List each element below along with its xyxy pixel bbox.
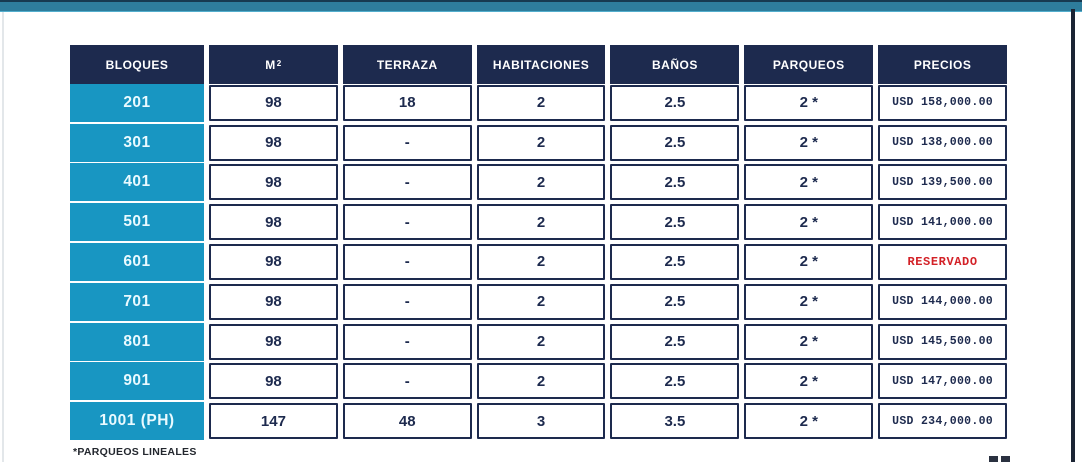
cell-precio: USD 139,500.00 [878, 164, 1007, 201]
cell-parqueos: 2 * [744, 84, 874, 121]
cell-bloque: 501 [70, 203, 204, 242]
cell-bloque: 1001 (PH) [70, 402, 204, 441]
cell-habitaciones: 2 [476, 363, 606, 400]
cell-precio: USD 147,000.00 [878, 363, 1007, 400]
cell-bloque: 701 [70, 282, 204, 321]
cell-habitaciones: 2 [476, 323, 606, 360]
cell-bloque: 801 [70, 322, 204, 361]
cell-habitaciones: 2 [476, 243, 606, 280]
cell-bloque: 901 [70, 362, 204, 401]
cell-m2: 98 [209, 243, 338, 280]
cell-habitaciones: 2 [476, 164, 606, 201]
cell-parqueos: 2 * [744, 124, 874, 161]
cell-precio-reservado: RESERVADO [878, 243, 1007, 280]
cell-terraza: 48 [342, 403, 472, 440]
cell-m2: 147 [209, 403, 338, 440]
cell-precio: USD 158,000.00 [878, 84, 1007, 121]
cell-habitaciones: 3 [476, 403, 606, 440]
column-header-bloques: BLOQUES [70, 45, 204, 84]
cell-banos: 2.5 [610, 164, 740, 201]
cell-banos: 3.5 [610, 403, 740, 440]
cell-habitaciones: 2 [476, 204, 606, 241]
cell-terraza: - [342, 363, 472, 400]
cell-parqueos: 2 * [744, 403, 874, 440]
cell-m2: 98 [209, 84, 338, 121]
cell-habitaciones: 2 [476, 124, 606, 161]
cell-m2: 98 [209, 363, 338, 400]
cell-banos: 2.5 [610, 363, 740, 400]
cell-m2: 98 [209, 164, 338, 201]
column-header-habitaciones: HABITACIONES [476, 45, 606, 84]
cell-precio: USD 234,000.00 [878, 403, 1007, 440]
cell-bloque: 201 [70, 83, 204, 122]
cell-terraza: - [342, 283, 472, 320]
top-accent-bar [0, 0, 1082, 12]
cell-banos: 2.5 [610, 204, 740, 241]
cell-precio: USD 145,500.00 [878, 323, 1007, 360]
right-edge-line [1071, 9, 1075, 462]
cell-m2: 98 [209, 283, 338, 320]
cell-m2: 98 [209, 323, 338, 360]
cell-banos: 2.5 [610, 243, 740, 280]
cell-banos: 2.5 [610, 323, 740, 360]
footnote: *PARQUEOS LINEALES [73, 446, 197, 458]
cell-terraza: - [342, 243, 472, 280]
left-edge-line [2, 12, 4, 462]
cell-terraza: - [342, 164, 472, 201]
column-header-parqueos: PARQUEOS [744, 45, 874, 84]
cell-bloque: 301 [70, 123, 204, 162]
cell-banos: 2.5 [610, 283, 740, 320]
cell-terraza: 18 [342, 84, 472, 121]
cell-terraza: - [342, 124, 472, 161]
cell-parqueos: 2 * [744, 243, 874, 280]
cell-habitaciones: 2 [476, 283, 606, 320]
cell-precio: USD 144,000.00 [878, 283, 1007, 320]
cell-banos: 2.5 [610, 124, 740, 161]
cell-terraza: - [342, 204, 472, 241]
cell-banos: 2.5 [610, 84, 740, 121]
cell-bloque: 401 [70, 163, 204, 202]
cell-parqueos: 2 * [744, 164, 874, 201]
column-header-terraza: TERRAZA [342, 45, 472, 84]
cell-habitaciones: 2 [476, 84, 606, 121]
cell-parqueos: 2 * [744, 204, 874, 241]
cell-parqueos: 2 * [744, 323, 874, 360]
cell-terraza: - [342, 323, 472, 360]
column-header-banos: BAÑOS [610, 45, 740, 84]
cut-off-logo-mark [989, 456, 1011, 462]
cell-parqueos: 2 * [744, 283, 874, 320]
cell-bloque: 601 [70, 242, 204, 281]
cell-parqueos: 2 * [744, 363, 874, 400]
cell-m2: 98 [209, 204, 338, 241]
cell-precio: USD 141,000.00 [878, 204, 1007, 241]
column-header-precios: PRECIOS [878, 45, 1007, 84]
cell-m2: 98 [209, 124, 338, 161]
cell-precio: USD 138,000.00 [878, 124, 1007, 161]
